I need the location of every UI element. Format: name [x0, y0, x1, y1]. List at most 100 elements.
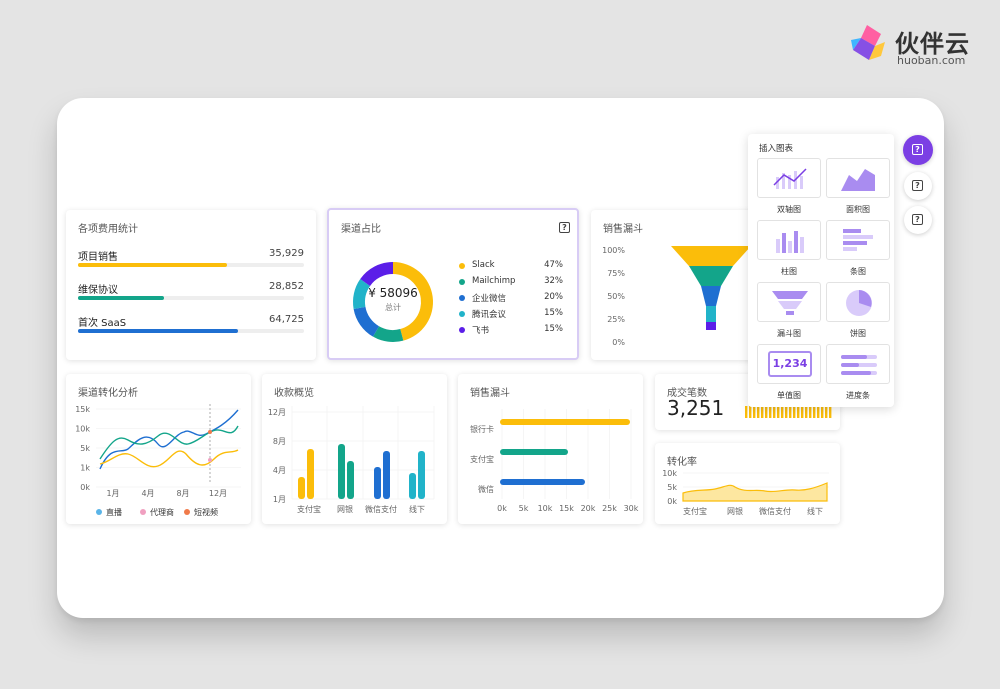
axis-tick-label: 100% — [602, 246, 625, 255]
axis-tick-label: 10k — [75, 425, 90, 434]
legend-percent: 32% — [544, 276, 563, 286]
chart-tile-funnel-chart[interactable]: 漏斗图 — [757, 282, 821, 342]
tile-label: 进度条 — [846, 391, 870, 400]
metric-value: 64,725 — [269, 314, 304, 325]
card-title: 销售漏斗 — [470, 388, 510, 399]
side-button-insert[interactable]: ? — [903, 135, 933, 165]
legend-dot — [96, 509, 102, 515]
axis-tick-label: 支付宝 — [297, 504, 321, 514]
funnel-card[interactable]: 销售漏斗 100% 75% 50% 25% 0% — [591, 210, 766, 360]
legend-dot — [459, 311, 465, 317]
card-title: 成交笔数 — [667, 388, 707, 399]
side-button-3[interactable]: ? — [904, 206, 932, 234]
help-icon: ? — [912, 214, 923, 225]
legend-item: 企业微信 20% — [459, 292, 563, 306]
axis-tick-label: 1k — [80, 464, 90, 473]
axis-tick-label: 8月 — [176, 489, 189, 498]
chart-tile-progress-bar-chart[interactable]: 进度条 — [826, 344, 890, 404]
chart-tile-pie-chart[interactable]: 饼图 — [826, 282, 890, 342]
hover-point — [208, 458, 212, 462]
channel-card[interactable]: 渠道占比 ? ¥ 58096 总计 Slack 47% Mailchimp 32% 企业… — [327, 208, 579, 360]
deals-sparkbars — [745, 406, 832, 418]
legend-percent: 15% — [544, 308, 563, 318]
tile-label: 漏斗图 — [777, 329, 801, 338]
chart-tile-single-value-chart[interactable]: 1,234 单值图 — [757, 344, 821, 404]
spark-bar — [805, 406, 808, 418]
panel-title: 插入图表 — [759, 144, 794, 154]
legend-label: Slack — [472, 260, 495, 270]
axis-tick-label: 4月 — [273, 466, 286, 475]
legend-label: Mailchimp — [472, 276, 516, 286]
legend-dot — [459, 295, 465, 301]
bar — [409, 473, 416, 499]
axis-tick-label: 0% — [612, 338, 625, 347]
donut-center-value: ¥ 58096 — [368, 286, 418, 300]
card-title: 转化率 — [667, 457, 697, 468]
metric-label: 项目销售 — [78, 252, 118, 263]
spark-bar — [749, 406, 752, 418]
axis-tick-label: 1月 — [106, 489, 119, 498]
legend-label: 直播 — [106, 508, 122, 517]
axis-tick-label: 银行卡 — [470, 424, 494, 434]
spark-bar — [765, 406, 768, 418]
progress-track — [78, 263, 304, 267]
progress-bar-chart-icon — [826, 344, 890, 384]
bar — [383, 451, 390, 499]
donut-center-label: 总计 — [385, 303, 401, 312]
area-chart-icon — [826, 158, 890, 198]
funnel-chart — [671, 246, 751, 330]
axis-tick-label: 15k — [559, 504, 574, 513]
side-button-2[interactable]: ? — [904, 172, 932, 200]
insert-chart-panel: 插入图表 双轴图 面积图柱图 条图漏斗图 饼图 1,234 单值图 进度条 — [748, 134, 894, 407]
rate-card[interactable]: 转化率 10k 5k 0k 支付宝 网银 微信支付 线下 — [655, 443, 840, 524]
card-title: 收款概览 — [274, 388, 314, 399]
spark-bar — [797, 406, 800, 418]
axis-tick-label: 0k — [80, 483, 90, 492]
spark-bar — [785, 406, 788, 418]
legend-label: 代理商 — [150, 508, 174, 517]
funnel2-card[interactable]: 销售漏斗 银行卡 支付宝 微信 0k 5k 10k 15k 20k 25k 30k — [458, 374, 643, 524]
rate-area-chart: 10k 5k 0k 支付宝 网银 微信支付 线下 — [662, 469, 829, 516]
card-title: 渠道转化分析 — [78, 388, 138, 399]
pie-chart-icon — [826, 282, 890, 322]
donut-slice — [353, 306, 379, 337]
axis-tick-label: 网银 — [337, 504, 353, 514]
tile-label: 面积图 — [846, 205, 870, 214]
funnel-segment-5 — [706, 322, 716, 330]
spark-bar — [821, 406, 824, 418]
spark-bar — [809, 406, 812, 418]
conversion-card[interactable]: 渠道转化分析 15k 10k 5k 1k 0k 1月 4月 8月 12月 直播 代理商 短视频 — [66, 374, 251, 524]
chart-tile-dual-axis-chart[interactable]: 双轴图 — [757, 158, 821, 218]
axis-tick-label: 线下 — [409, 504, 425, 514]
column-chart-icon — [757, 220, 821, 260]
legend-label: 飞书 — [472, 326, 490, 336]
expense-card[interactable]: 各项费用统计 项目销售 35,929 维保协议 28,852 首次 SaaS 64,725 — [66, 210, 316, 360]
brand-name: 伙伴云 — [895, 30, 970, 58]
axis-tick-label: 8月 — [273, 437, 286, 446]
donut-chart — [353, 262, 433, 342]
donut-slice — [353, 279, 371, 309]
help-icon: ? — [912, 180, 923, 191]
axis-tick-label: 4月 — [141, 489, 154, 498]
help-icon[interactable]: ? — [559, 222, 570, 233]
deals-value: 3,251 — [667, 396, 725, 420]
axis-tick-label: 0k — [667, 497, 677, 506]
legend-label: 腾讯会议 — [472, 310, 507, 320]
axis-tick-label: 50% — [607, 292, 625, 301]
legend-item: 飞书 15% — [459, 324, 563, 338]
conversion-line-chart: 15k 10k 5k 1k 0k 1月 4月 8月 12月 — [75, 404, 241, 498]
chart-tile-bar-chart[interactable]: 条图 — [826, 220, 890, 280]
axis-tick-label: 25k — [602, 504, 617, 513]
card-title: 各项费用统计 — [78, 224, 138, 235]
bar — [338, 444, 345, 499]
chart-tile-column-chart[interactable]: 柱图 — [757, 220, 821, 280]
card-title: 销售漏斗 — [603, 224, 643, 235]
legend-dot — [459, 327, 465, 333]
payment-card[interactable]: 收款概览 12月 8月 4月 1月 支付宝 网银 微信支付 线下 — [262, 374, 447, 524]
single-value-chart-icon: 1,234 — [757, 344, 821, 384]
chart-tile-area-chart[interactable]: 面积图 — [826, 158, 890, 218]
spark-bar — [825, 406, 828, 418]
help-icon: ? — [912, 144, 923, 155]
progress-fill — [78, 296, 164, 300]
legend-item: Mailchimp 32% — [459, 276, 563, 290]
